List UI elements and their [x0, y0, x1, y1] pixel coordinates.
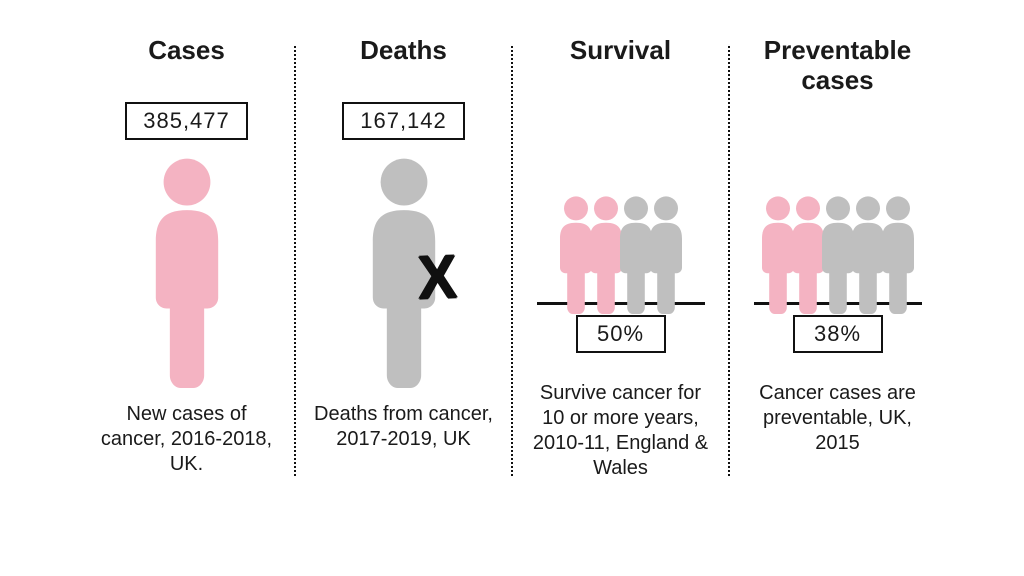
person-icon [874, 194, 922, 314]
desc-cases: New cases of cancer, 2016-2018, UK. [89, 402, 284, 477]
percent-preventable: 38% [793, 315, 883, 353]
person-icon [642, 194, 690, 314]
person-icon [140, 154, 234, 388]
panel-deaths: Deaths 167,142 X Deaths from cancer, 201… [296, 36, 511, 452]
title-preventable: Preventable cases [740, 36, 935, 98]
panel-preventable: Preventable cases 38% Cancer cases are p… [730, 36, 945, 456]
figure-deaths: X [306, 146, 501, 396]
x-mark-icon: X [417, 241, 458, 313]
percent-survival: 50% [576, 315, 666, 353]
panel-cases: Cases 385,477 New cases of cancer, 2016-… [79, 36, 294, 477]
person-row [552, 194, 690, 314]
title-deaths: Deaths [360, 36, 447, 98]
value-deaths: 167,142 [342, 102, 465, 140]
desc-survival: Survive cancer for 10 or more years, 201… [523, 381, 718, 481]
figure-cases [89, 146, 284, 396]
value-cases: 385,477 [125, 102, 248, 140]
title-cases: Cases [148, 36, 225, 98]
infographic-grid: Cases 385,477 New cases of cancer, 2016-… [79, 36, 945, 481]
figure-preventable [740, 144, 935, 314]
desc-preventable: Cancer cases are preventable, UK, 2015 [740, 381, 935, 456]
figure-survival [523, 144, 718, 314]
title-survival: Survival [570, 36, 671, 98]
desc-deaths: Deaths from cancer, 2017-2019, UK [306, 402, 501, 452]
person-row [754, 194, 922, 314]
panel-survival: Survival 50% Survive cancer for 10 or mo… [513, 36, 728, 481]
